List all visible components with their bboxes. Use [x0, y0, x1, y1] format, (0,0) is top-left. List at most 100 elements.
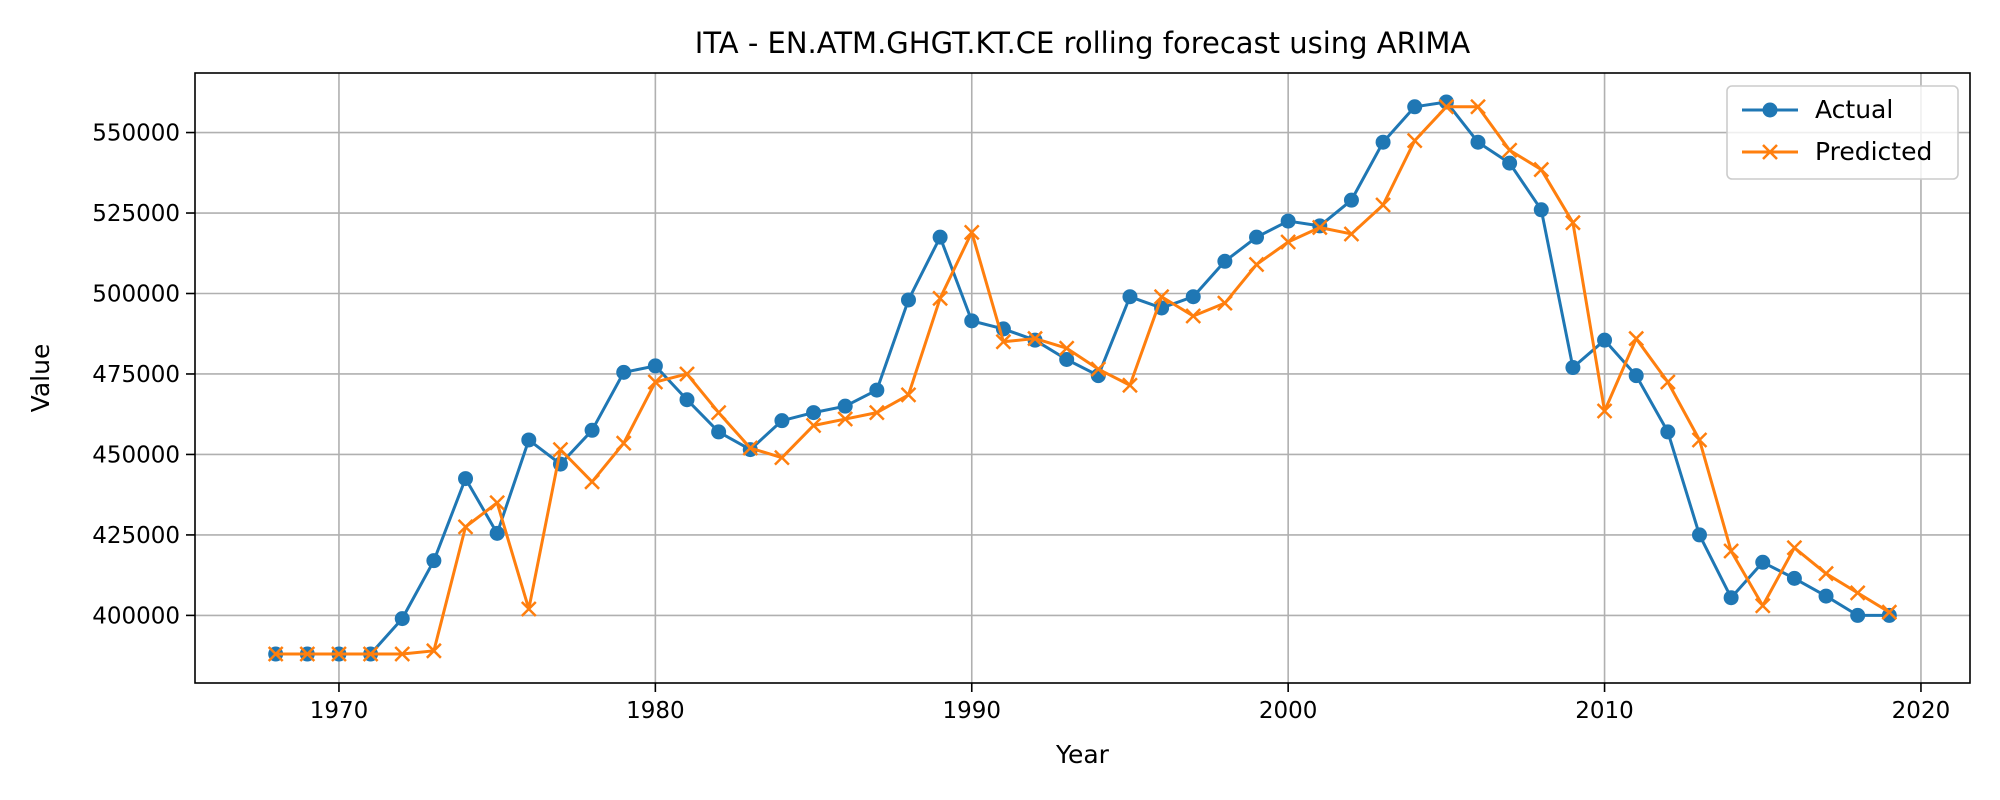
x-tick-label: 1990 [942, 698, 1001, 724]
actual-point [521, 432, 537, 448]
predicted-point [1818, 565, 1834, 582]
actual-line [275, 100, 1890, 656]
predicted-point [1596, 403, 1613, 419]
actual-point [1343, 192, 1359, 208]
predicted-point [1628, 330, 1645, 347]
actual-point [1502, 155, 1518, 171]
predicted-point [1311, 219, 1328, 236]
predicted-point [679, 366, 695, 382]
predicted-point [1027, 330, 1043, 347]
y-tick-label: 550000 [92, 121, 180, 147]
legend-item-actual: Actual [1742, 95, 1893, 124]
predicted-point [362, 646, 379, 662]
actual-point [932, 229, 948, 245]
predicted-point [1659, 374, 1676, 390]
predicted-point [299, 646, 316, 662]
predicted-point [552, 441, 569, 458]
actual-point [647, 358, 663, 374]
actual-point [1881, 607, 1897, 623]
actual-point [584, 422, 600, 438]
actual-point [1533, 202, 1549, 218]
ticks: 1970 1980 1990 2000 2010 2020 400000 425000 4500… [92, 121, 1950, 724]
actual-point [1122, 289, 1138, 305]
predicted-point [900, 387, 917, 403]
legend-label: Predicted [1815, 137, 1932, 166]
predicted-point [1406, 132, 1423, 149]
actual-point [837, 398, 853, 414]
series-layer [267, 94, 1898, 662]
predicted-point [742, 440, 759, 456]
actual-point [806, 405, 822, 421]
actual-point [458, 471, 474, 487]
legend-label: Actual [1815, 95, 1893, 124]
actual-point [679, 392, 695, 408]
predicted-point [805, 417, 822, 434]
actual-point [1786, 570, 1802, 586]
predicted-point [457, 518, 474, 535]
actual-point [1691, 527, 1707, 543]
predicted-point [394, 646, 411, 662]
predicted-point [1185, 308, 1202, 324]
predicted-point [1881, 604, 1898, 621]
legend: Actual Predicted [1726, 85, 1959, 180]
actual-point [1249, 229, 1265, 245]
predicted-point [1533, 161, 1550, 178]
x-tick-label: 1970 [310, 698, 369, 724]
actual-point [489, 525, 505, 541]
predicted-point [868, 404, 885, 421]
actual-point [1185, 289, 1201, 305]
predicted-point [1216, 295, 1233, 312]
predicted-point [1375, 197, 1391, 213]
actual-point [1217, 253, 1233, 269]
predicted-point [1280, 234, 1297, 250]
x-tick-label: 2000 [1259, 698, 1318, 724]
predicted-point [1723, 543, 1740, 559]
y-tick-label: 525000 [92, 201, 180, 227]
x-tick-label: 1980 [626, 698, 685, 724]
actual-point [774, 413, 790, 429]
predicted-point [520, 601, 537, 617]
y-tick-label: 450000 [92, 442, 180, 468]
predicted-point [1058, 340, 1075, 357]
y-tick-label: 475000 [92, 362, 180, 388]
axes-frame [194, 72, 1971, 684]
predicted-point [995, 333, 1012, 350]
actual-point [426, 553, 442, 569]
actual-point [1818, 588, 1834, 604]
predicted-point [837, 411, 854, 427]
predicted-point [1438, 98, 1455, 115]
predicted-point [932, 290, 949, 307]
predicted-point [963, 224, 980, 241]
predicted-point [1153, 288, 1170, 305]
predicted-point [774, 449, 790, 466]
actual-point [1660, 424, 1676, 440]
predicted-point [425, 642, 442, 659]
predicted-point [1565, 214, 1581, 231]
series-actual [268, 94, 1897, 662]
predicted-point [1090, 361, 1107, 378]
predicted-point [1786, 539, 1803, 556]
actual-point [869, 382, 885, 398]
x-tick-label: 2020 [1892, 698, 1951, 724]
predicted-point [1122, 377, 1138, 394]
actual-point [1059, 351, 1075, 367]
actual-point [1723, 590, 1739, 606]
actual-point [1280, 213, 1296, 229]
chart-title: ITA - EN.ATM.GHGT.KT.CE rolling forecast… [695, 26, 1471, 60]
predicted-point [1470, 98, 1486, 115]
predicted-point [1343, 226, 1360, 242]
predicted-line [275, 105, 1891, 656]
predicted-point [267, 646, 284, 662]
predicted-point [647, 374, 664, 390]
y-tick-label: 425000 [92, 523, 180, 549]
actual-point [711, 424, 727, 440]
actual-point [616, 364, 632, 380]
predicted-point [584, 473, 600, 490]
y-tick-label: 500000 [92, 282, 180, 308]
actual-point [1850, 607, 1866, 623]
y-tick-label: 400000 [92, 603, 180, 629]
actual-point [964, 313, 980, 329]
y-axis-label: Value [26, 344, 55, 413]
